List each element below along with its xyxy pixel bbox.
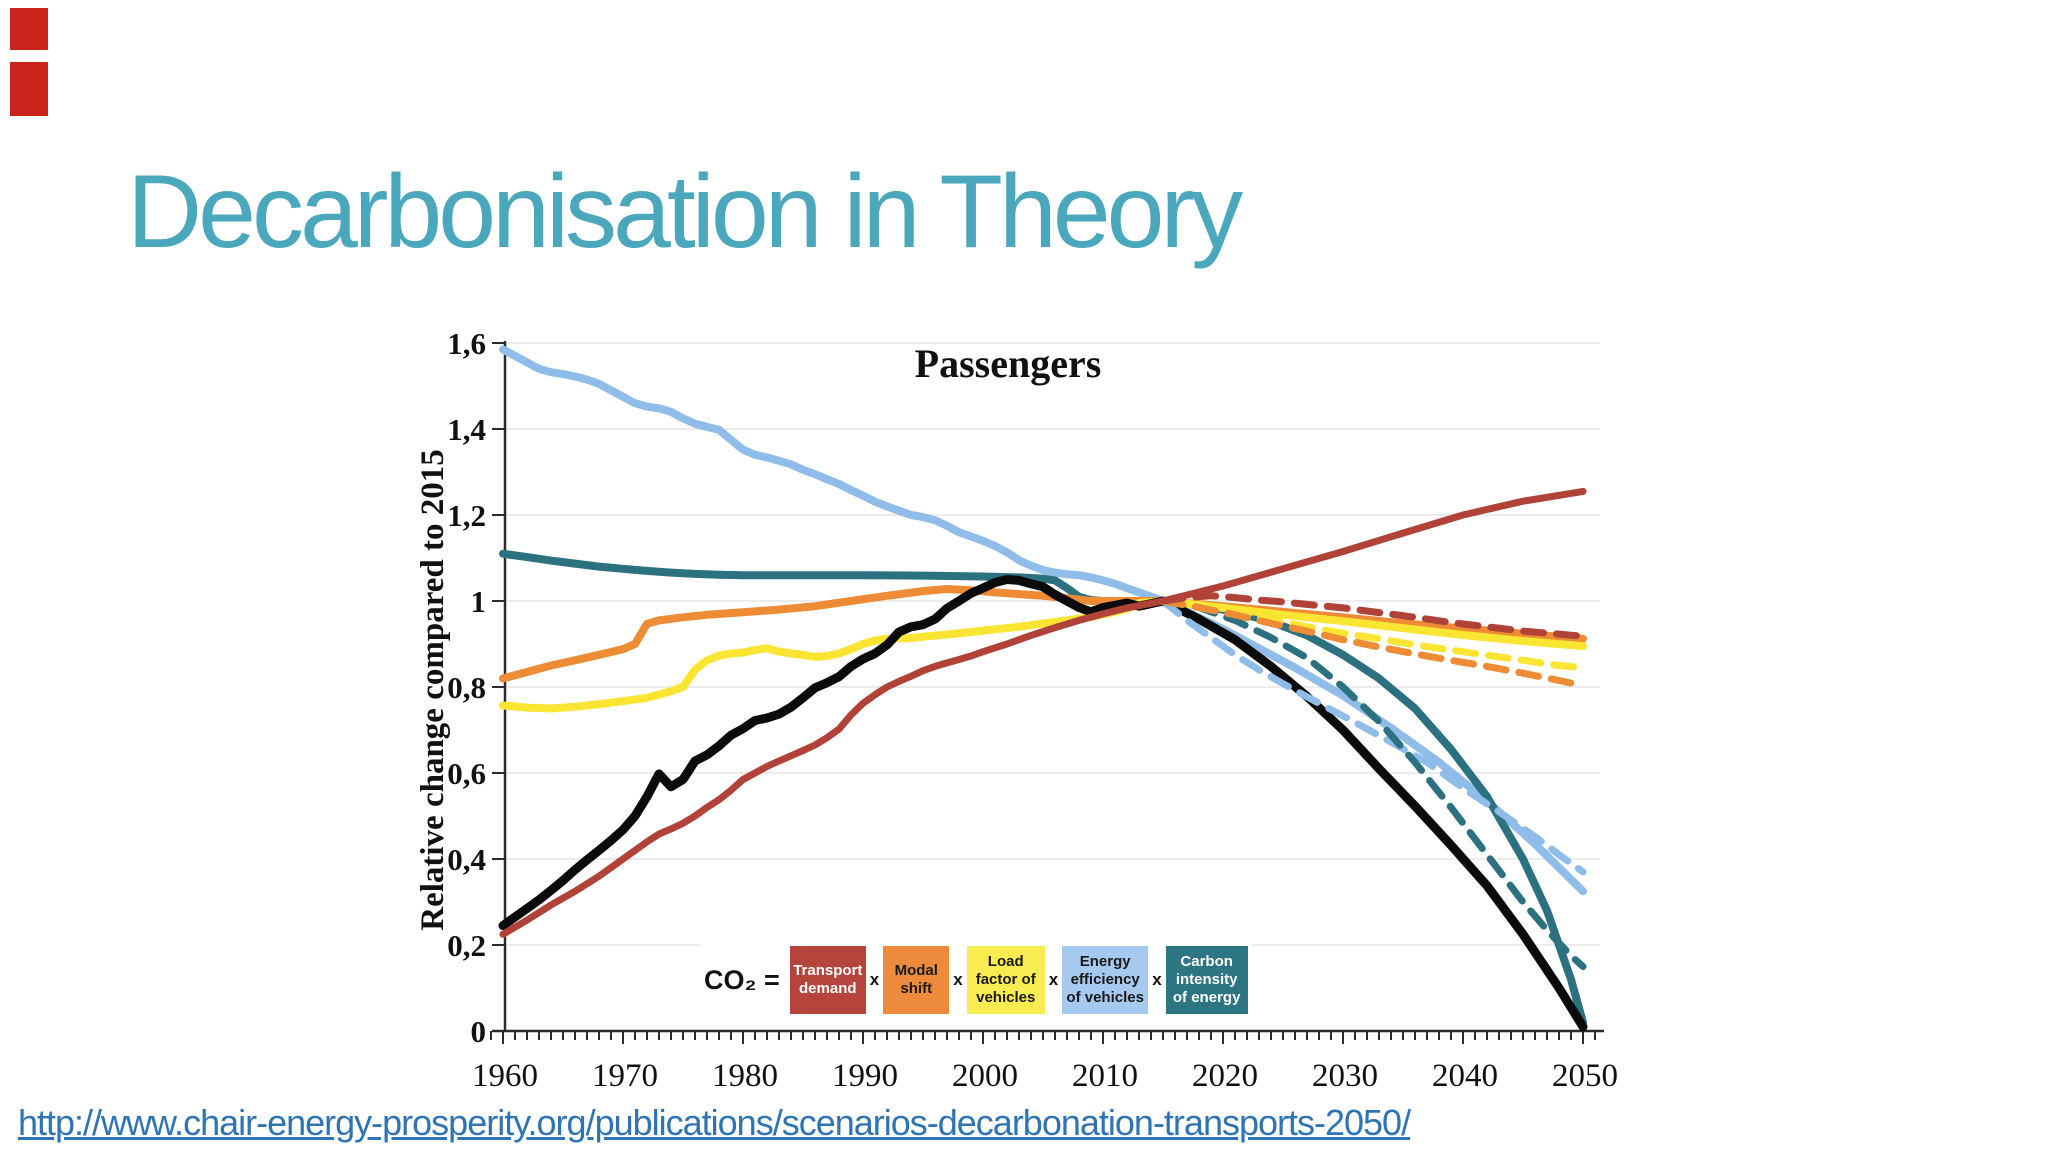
y-tick-label: 0,8 [447,670,486,705]
series-co2-total [498,575,1588,1032]
chart-title: Passengers [915,341,1102,386]
series-carbon-intensity-of-energy [499,549,1587,1027]
series-modal-shift-scenario [1159,597,1587,690]
corner-mark-2 [10,62,48,116]
y-tick-label: 0,6 [447,756,486,791]
multiply-operator: x [1048,970,1059,989]
x-tick-label: 1960 [472,1058,538,1094]
series-transport-demand-scenario [1159,592,1587,640]
x-tick-label: 1990 [832,1058,898,1094]
x-tick-label: 2050 [1552,1058,1618,1094]
y-tick-label: 1,4 [447,412,486,447]
x-tick-label: 1970 [592,1058,658,1094]
series-energy-efficiency-scenario [1159,597,1587,876]
source-link[interactable]: http://www.chair-energy-prosperity.org/p… [18,1102,1411,1143]
x-tick-label: 2020 [1192,1058,1258,1094]
x-tick-label: 2010 [1072,1058,1138,1094]
y-tick-label: 1,6 [447,326,486,361]
legend-item-carbon-intensity: Carbon intensity of energy [1165,946,1248,1014]
x-tick-label: 2040 [1432,1058,1498,1094]
legend-item-load-factor: Load factor of vehicles [966,946,1045,1014]
y-tick-label: 0 [471,1014,487,1049]
series-transport-demand [499,487,1587,938]
slide-title: Decarbonisation in Theory [127,154,1243,270]
x-tick-label: 1980 [712,1058,778,1094]
legend-formula-label: CO₂ = [704,964,780,995]
legend-item-transport-demand: Transport demand [789,946,866,1014]
y-tick-label: 0,2 [447,928,486,963]
multiply-operator: x [869,970,880,989]
y-tick-label: 0,4 [447,842,486,877]
x-tick-label: 2000 [952,1058,1018,1094]
corner-mark-1 [10,8,48,50]
series-carbon-intensity-scenario [1159,597,1587,970]
chart-legend: CO₂ = Transport demand x Modal shift x L… [700,942,1252,1018]
y-tick-label: 1 [471,584,487,619]
x-tick-label: 2030 [1312,1058,1378,1094]
y-tick-label: 1,2 [447,498,486,533]
legend-item-modal-shift: Modal shift [883,946,950,1014]
legend-item-energy-efficiency: Energy efficiency of vehicles [1062,946,1149,1014]
multiply-operator: x [953,970,963,989]
multiply-operator: x [1152,970,1162,989]
y-axis-title: Relative change compared to 2015 [415,449,451,930]
